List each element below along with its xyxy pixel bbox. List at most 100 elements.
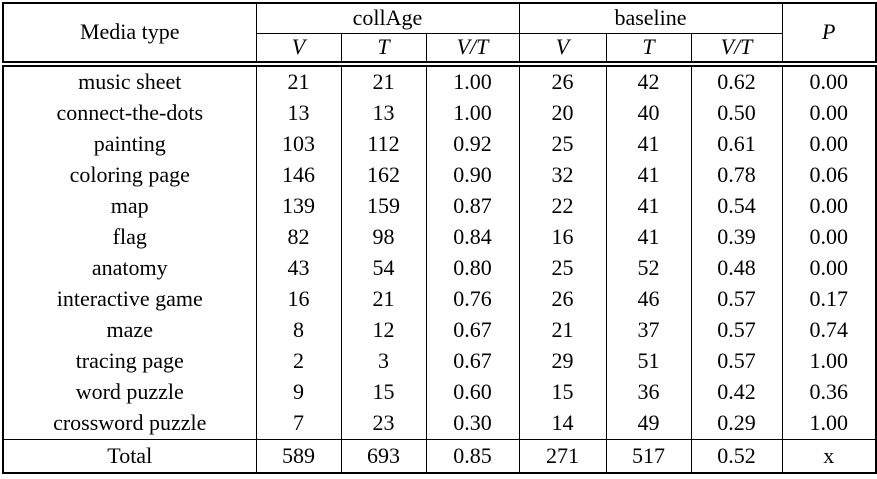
media-type-cell: flag — [2, 222, 257, 253]
value-cell-baseline-v: 271 — [518, 439, 607, 473]
value-cell-baseline-t: 46 — [605, 284, 692, 315]
value-cell-baseline-v: 26 — [518, 284, 607, 315]
value-cell-baseline-vt: 0.39 — [690, 222, 783, 253]
table-row: coloring page 146 162 0.90 32 41 0.78 0.06 — [2, 160, 877, 191]
value-cell-collage-vt: 1.00 — [425, 64, 520, 98]
subcol-header-baseline-vt: V/T — [690, 33, 783, 67]
value-cell-collage-v: 82 — [255, 222, 342, 253]
table-row: crossword puzzle 7 23 0.30 14 49 0.29 1.00 — [2, 408, 877, 440]
subcol-header-collage-vt: V/T — [425, 33, 520, 67]
value-cell-p: 0.00 — [781, 222, 877, 253]
value-cell-baseline-v: 32 — [518, 160, 607, 191]
value-cell-baseline-vt: 0.78 — [690, 160, 783, 191]
table-row: maze 8 12 0.67 21 37 0.57 0.74 — [2, 315, 877, 346]
table-header: Media type collAge baseline P V T V/T V T V/T — [2, 3, 877, 67]
value-cell-baseline-v: 25 — [518, 253, 607, 284]
value-cell-baseline-t: 41 — [605, 222, 692, 253]
table-row: anatomy 43 54 0.80 25 52 0.48 0.00 — [2, 253, 877, 284]
value-cell-baseline-v: 29 — [518, 346, 607, 377]
value-cell-collage-v: 16 — [255, 284, 342, 315]
value-cell-baseline-v: 20 — [518, 98, 607, 129]
value-cell-collage-v: 21 — [255, 64, 342, 98]
total-label-cell: Total — [2, 439, 257, 473]
value-cell-collage-vt: 0.84 — [425, 222, 520, 253]
value-cell-baseline-vt: 0.61 — [690, 129, 783, 160]
value-cell-collage-t: 21 — [340, 64, 427, 98]
value-cell-collage-v: 139 — [255, 191, 342, 222]
table-row: word puzzle 9 15 0.60 15 36 0.42 0.36 — [2, 377, 877, 408]
value-cell-collage-t: 12 — [340, 315, 427, 346]
value-cell-p: 0.00 — [781, 64, 877, 98]
value-cell-baseline-v: 25 — [518, 129, 607, 160]
subcol-header-collage-t: T — [340, 33, 427, 67]
value-cell-baseline-vt: 0.48 — [690, 253, 783, 284]
col-header-media-type: Media type — [2, 3, 257, 67]
value-cell-collage-vt: 0.80 — [425, 253, 520, 284]
value-cell-collage-vt: 1.00 — [425, 98, 520, 129]
value-cell-baseline-v: 22 — [518, 191, 607, 222]
value-cell-collage-t: 15 — [340, 377, 427, 408]
subcolumn-header-row: V T V/T V T V/T — [3, 33, 876, 67]
value-cell-baseline-t: 40 — [605, 98, 692, 129]
value-cell-collage-v: 13 — [255, 98, 342, 129]
value-cell-collage-vt: 0.92 — [425, 129, 520, 160]
value-cell-baseline-v: 21 — [518, 315, 607, 346]
value-cell-collage-t: 98 — [340, 222, 427, 253]
value-cell-p: 0.00 — [781, 129, 877, 160]
value-cell-baseline-vt: 0.57 — [690, 284, 783, 315]
value-cell-baseline-vt: 0.42 — [690, 377, 783, 408]
value-cell-p: x — [781, 439, 877, 473]
media-type-cell: music sheet — [2, 64, 257, 98]
table-body: music sheet 21 21 1.00 26 42 0.62 0.00 connect-t… — [2, 64, 877, 473]
value-cell-p: 0.06 — [781, 160, 877, 191]
value-cell-p: 0.00 — [781, 98, 877, 129]
media-type-cell: crossword puzzle — [2, 408, 257, 440]
value-cell-baseline-t: 52 — [605, 253, 692, 284]
value-cell-collage-vt: 0.85 — [425, 439, 520, 473]
value-cell-baseline-vt: 0.52 — [690, 439, 783, 473]
value-cell-collage-t: 159 — [340, 191, 427, 222]
value-cell-collage-vt: 0.60 — [425, 377, 520, 408]
value-cell-baseline-t: 517 — [605, 439, 692, 473]
media-type-cell: anatomy — [2, 253, 257, 284]
media-type-cell: connect-the-dots — [2, 98, 257, 129]
value-cell-collage-v: 146 — [255, 160, 342, 191]
value-cell-collage-t: 13 — [340, 98, 427, 129]
col-group-baseline: baseline — [518, 3, 783, 34]
value-cell-baseline-t: 42 — [605, 64, 692, 98]
value-cell-collage-t: 54 — [340, 253, 427, 284]
value-cell-collage-t: 162 — [340, 160, 427, 191]
value-cell-collage-v: 589 — [255, 439, 342, 473]
value-cell-collage-vt: 0.67 — [425, 346, 520, 377]
value-cell-baseline-vt: 0.54 — [690, 191, 783, 222]
value-cell-collage-v: 2 — [255, 346, 342, 377]
media-type-cell: painting — [2, 129, 257, 160]
media-type-cell: map — [2, 191, 257, 222]
value-cell-collage-vt: 0.76 — [425, 284, 520, 315]
table-row: map 139 159 0.87 22 41 0.54 0.00 — [2, 191, 877, 222]
value-cell-p: 0.74 — [781, 315, 877, 346]
table-row: interactive game 16 21 0.76 26 46 0.57 0.17 — [2, 284, 877, 315]
value-cell-baseline-vt: 0.29 — [690, 408, 783, 440]
value-cell-p: 1.00 — [781, 346, 877, 377]
value-cell-collage-t: 21 — [340, 284, 427, 315]
value-cell-collage-v: 9 — [255, 377, 342, 408]
value-cell-p: 0.36 — [781, 377, 877, 408]
value-cell-baseline-t: 51 — [605, 346, 692, 377]
value-cell-baseline-t: 41 — [605, 160, 692, 191]
media-type-cell: maze — [2, 315, 257, 346]
value-cell-collage-t: 112 — [340, 129, 427, 160]
value-cell-collage-t: 3 — [340, 346, 427, 377]
value-cell-collage-vt: 0.87 — [425, 191, 520, 222]
value-cell-p: 0.00 — [781, 253, 877, 284]
value-cell-collage-v: 7 — [255, 408, 342, 440]
value-cell-collage-t: 23 — [340, 408, 427, 440]
value-cell-baseline-t: 36 — [605, 377, 692, 408]
value-cell-baseline-v: 14 — [518, 408, 607, 440]
total-row: Total 589 693 0.85 271 517 0.52 x — [2, 439, 877, 473]
value-cell-baseline-vt: 0.50 — [690, 98, 783, 129]
col-header-p: P — [781, 3, 877, 67]
subcol-header-baseline-t: T — [605, 33, 692, 67]
value-cell-collage-v: 43 — [255, 253, 342, 284]
